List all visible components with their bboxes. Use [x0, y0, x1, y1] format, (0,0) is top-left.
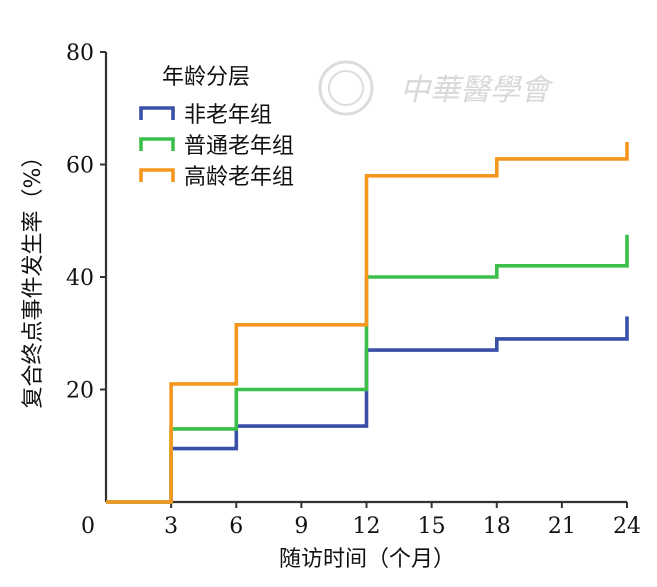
x-tick-label: 24 — [613, 514, 641, 539]
x-axis-title: 随访时间（个月） — [279, 547, 455, 572]
legend-label-1: 非老年组 — [184, 103, 272, 128]
series-layer — [106, 142, 629, 504]
legend-swatch-2 — [139, 137, 175, 151]
x-tick-label: 3 — [164, 514, 178, 539]
x-tick-label: 12 — [353, 514, 381, 539]
legend-swatch-1 — [139, 106, 175, 120]
x-tick-label: 15 — [418, 514, 446, 539]
legend-title: 年龄分层 — [162, 65, 250, 90]
y-tick-label: 40 — [66, 266, 94, 291]
x-tick-label: 9 — [294, 514, 308, 539]
watermark: 中華醫學會 — [318, 60, 554, 116]
x-tick-label: 21 — [548, 514, 576, 539]
y-tick-label: 20 — [66, 379, 94, 404]
x-tick-label: 18 — [483, 514, 511, 539]
legend-label-2: 普通老年组 — [184, 134, 294, 159]
legend-label-3: 高龄老年组 — [184, 165, 294, 190]
x-ticks: 0 3 6 9 12 15 18 21 24 — [81, 502, 641, 539]
y-tick-label: 80 — [66, 41, 94, 66]
series-line-3 — [106, 142, 629, 504]
x-tick-label: 6 — [229, 514, 243, 539]
watermark-seal-inner — [328, 70, 364, 106]
x-tick-label: 0 — [81, 514, 95, 539]
legend-swatch-3 — [139, 168, 175, 182]
y-ticks: 20 40 60 80 — [66, 41, 106, 404]
y-axis-title: 复合终点事件发生率（%） — [21, 146, 46, 409]
watermark-seal-icon — [318, 60, 374, 116]
watermark-text: 中華醫學會 — [400, 73, 554, 108]
y-tick-label: 60 — [66, 154, 94, 179]
